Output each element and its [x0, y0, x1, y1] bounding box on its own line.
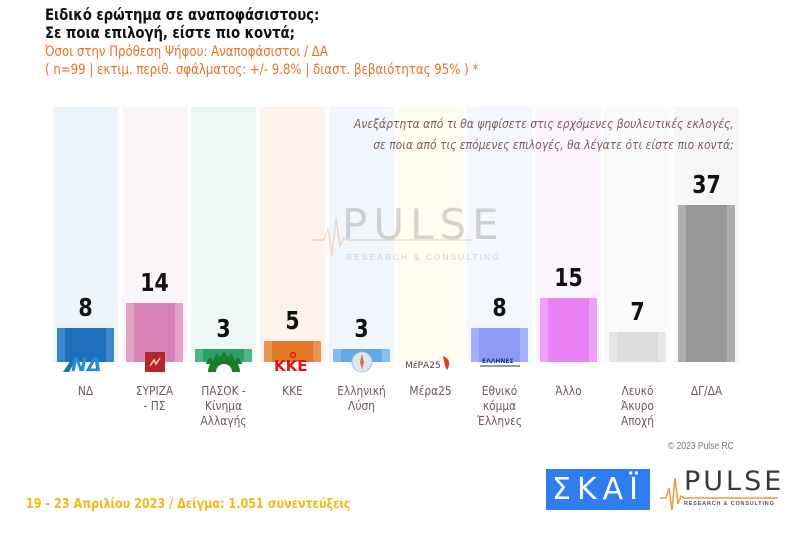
- category-label-line: κόμμα: [482, 398, 517, 413]
- pasok-logo: [191, 352, 256, 372]
- subtitle-line-1: Όσοι στην Πρόθεση Ψήφου: Αναποφάσιστοι /…: [45, 44, 328, 60]
- category-label-line: Μέρα25: [409, 383, 452, 398]
- category-label: ΠΑΣΟΚ - Κίνημα Αλλαγής: [196, 383, 251, 428]
- copyright: © 2023 Pulse RC: [668, 441, 734, 452]
- category-label: Άλλο: [541, 383, 596, 398]
- question-line-1: Ανεξάρτητα από τι θα ψηφίσετε στις ερχόμ…: [354, 116, 734, 131]
- skai-logo-text: ΣΚΑΪ: [552, 472, 644, 507]
- pulse-logo-subtext: RESEARCH & CONSULTING: [684, 501, 775, 507]
- category-label-line: ΔΓ/ΔΑ: [690, 383, 723, 398]
- heartbeat-icon: [660, 477, 778, 511]
- survey-footer: 19 - 23 Απριλίου 2023 / Δείγμα: 1.051 συ…: [26, 496, 351, 512]
- bar-value-label: 3: [354, 314, 369, 343]
- column-background: [191, 107, 256, 362]
- nd-logo: ΝΔ: [53, 352, 118, 372]
- category-label-line: ΠΑΣΟΚ -: [201, 383, 246, 398]
- bar-value-label: 7: [630, 297, 645, 326]
- category-label-line: Άλλο: [555, 383, 582, 398]
- title-line-1: Ειδικό ερώτημα σε αναποφάσιστους:: [45, 6, 320, 24]
- category-label-line: ΣΥΡΙΖΑ: [135, 383, 174, 398]
- category-label-line: Λευκό: [621, 383, 654, 398]
- pulse-logo: PULSE RESEARCH & CONSULTING: [660, 466, 781, 514]
- skai-logo: ΣΚΑΪ: [546, 469, 650, 510]
- column-background: [329, 107, 394, 362]
- category-label: Ελληνική Λύση: [334, 383, 389, 413]
- nd-logo-icon: ΝΔ: [62, 354, 102, 372]
- category-label: Λευκό Άκυρο Αποχή: [610, 383, 665, 428]
- category-label-line: ΚΚΕ: [282, 383, 303, 398]
- column-background: [398, 107, 463, 362]
- bar-value-label: 3: [216, 314, 231, 343]
- question-text: Ανεξάρτητα από τι θα ψηφίσετε στις ερχόμ…: [354, 113, 734, 155]
- category-label: ΣΥΡΙΖΑ - ΠΣ: [127, 383, 182, 413]
- logo-text: ΕΛΛΗΝΕΣ: [482, 358, 514, 365]
- elliniki-lysi-logo: [329, 351, 394, 373]
- category-label: ΔΓ/ΔΑ: [679, 383, 734, 398]
- category-label-line: Αποχή: [620, 413, 655, 428]
- category-label: ΚΚΕ: [265, 383, 320, 398]
- heartbeat-icon: [312, 217, 472, 257]
- logo-text: ΜέΡΑ25: [405, 360, 441, 371]
- bar: [609, 332, 666, 362]
- chart-title: Ειδικό ερώτημα σε αναποφάσιστους: Σε ποι…: [45, 6, 319, 42]
- category-label-line: Κίνημα: [204, 398, 243, 413]
- bar-value-label: 5: [285, 306, 300, 335]
- subtitle-line-2: ( n=99 | εκτιμ. περιθ. σφάλματος: +/- 9.…: [45, 62, 479, 78]
- watermark-text: PULSE: [342, 200, 505, 249]
- category-label-line: - ΠΣ: [143, 398, 166, 413]
- bar-value-label: 14: [140, 268, 169, 297]
- category-label: Μέρα25: [403, 383, 458, 398]
- question-line-2: σε ποια από τις επόμενες επιλογές, θα λέ…: [373, 137, 734, 152]
- mera25-logo-icon: ΜέΡΑ25: [405, 356, 449, 371]
- bar: [471, 328, 528, 362]
- bar: [678, 205, 735, 362]
- mera25-logo: ΜέΡΑ25: [398, 352, 463, 372]
- category-label-line: Ελληνική: [337, 383, 386, 398]
- logo-text: ΝΔ: [71, 354, 102, 372]
- elliniki-lysi-logo-icon: [351, 351, 372, 373]
- bar-value-label: 37: [692, 170, 721, 199]
- syriza-logo: [122, 352, 187, 372]
- bar-value-label: 8: [492, 293, 507, 322]
- kke-logo-icon: ΚΚΕ: [274, 352, 308, 372]
- bar: [264, 341, 321, 362]
- category-label: ΝΔ: [58, 383, 113, 398]
- bar-value-label: 15: [554, 263, 583, 292]
- category-label-line: Αλλαγής: [200, 413, 247, 428]
- watermark-subtext: RESEARCH & CONSULTING: [346, 252, 501, 262]
- ellines-logo-icon: ΕΛΛΗΝΕΣ: [479, 358, 520, 367]
- bar: [57, 328, 114, 362]
- category-label-line: Εθνικό: [481, 383, 518, 398]
- bar-value-label: 8: [78, 293, 93, 322]
- chart-subtitle: Όσοι στην Πρόθεση Ψήφου: Αναποφάσιστοι /…: [45, 43, 478, 79]
- logo-text: ΚΚΕ: [274, 357, 308, 372]
- category-label-line: Λύση: [348, 398, 375, 413]
- column-background: [605, 107, 670, 362]
- column-background: [53, 107, 118, 362]
- column-background: [260, 107, 325, 362]
- title-line-2: Σε ποια επιλογή, είστε πιο κοντά;: [45, 24, 295, 42]
- ellines-logo: ΕΛΛΗΝΕΣ: [467, 352, 532, 372]
- category-label-line: Άκυρο: [620, 398, 655, 413]
- pasok-logo-icon: [205, 352, 242, 372]
- category-label-line: Έλληνες: [476, 413, 523, 428]
- category-label: Εθνικό κόμμα Έλληνες: [472, 383, 527, 428]
- kke-logo: ΚΚΕ: [260, 352, 325, 372]
- pulse-logo-text: PULSE: [684, 466, 785, 497]
- pulse-watermark: PULSE RESEARCH & CONSULTING: [312, 200, 502, 270]
- column-background: [467, 107, 532, 362]
- bar: [540, 298, 597, 362]
- syriza-logo-icon: [144, 352, 165, 372]
- category-label-line: ΝΔ: [77, 383, 94, 398]
